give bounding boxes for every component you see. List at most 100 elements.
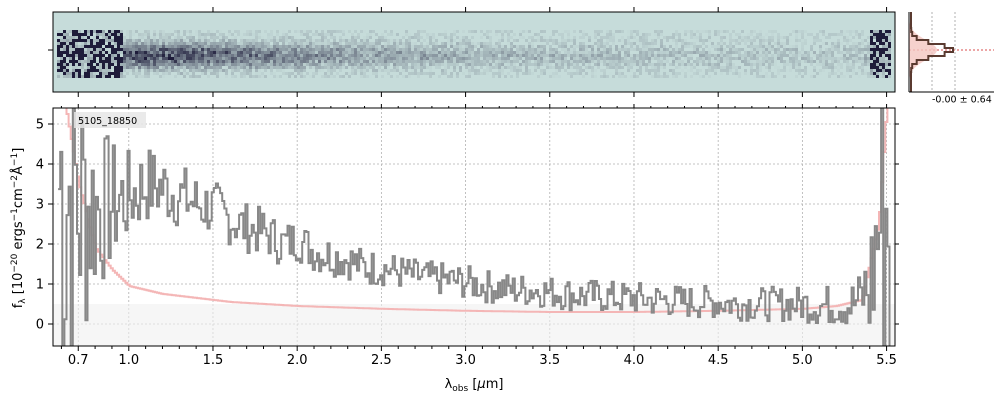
pixel-column xyxy=(60,30,63,33)
pixel-column xyxy=(792,30,795,33)
pixel-column xyxy=(558,57,561,60)
pixel-column xyxy=(621,69,624,72)
pixel-column xyxy=(459,36,462,39)
pixel-column xyxy=(252,51,255,54)
pixel-column xyxy=(567,69,570,72)
pixel-column xyxy=(384,48,387,51)
pixel-column xyxy=(720,72,723,75)
pixel-column xyxy=(714,66,717,69)
pixel-column xyxy=(447,33,450,36)
pixel-column xyxy=(378,69,381,72)
pixel-column xyxy=(261,57,264,60)
pixel-column xyxy=(282,57,285,60)
pixel-column xyxy=(147,69,150,72)
pixel-column xyxy=(744,30,747,33)
pixel-column xyxy=(333,60,336,63)
pixel-column xyxy=(333,72,336,75)
pixel-column xyxy=(672,66,675,69)
pixel-column xyxy=(309,51,312,54)
pixel-column xyxy=(804,63,807,66)
pixel-column xyxy=(192,45,195,48)
pixel-column xyxy=(543,57,546,60)
pixel-column xyxy=(60,60,63,63)
pixel-column xyxy=(144,57,147,60)
pixel-column xyxy=(603,57,606,60)
pixel-column xyxy=(483,57,486,60)
pixel-column xyxy=(750,75,753,78)
pixel-column xyxy=(405,39,408,42)
pixel-column xyxy=(279,36,282,39)
pixel-column xyxy=(66,33,69,36)
pixel-column xyxy=(858,57,861,60)
pixel-column xyxy=(183,30,186,33)
pixel-column xyxy=(162,57,165,60)
pixel-column xyxy=(402,63,405,66)
pixel-column xyxy=(183,48,186,51)
pixel-column xyxy=(654,30,657,33)
pixel-column xyxy=(738,36,741,39)
pixel-column xyxy=(804,48,807,51)
pixel-column xyxy=(537,54,540,57)
pixel-column xyxy=(642,36,645,39)
pixel-column xyxy=(660,39,663,42)
pixel-column xyxy=(381,57,384,60)
pixel-column xyxy=(87,39,90,42)
pixel-column xyxy=(198,63,201,66)
pixel-column xyxy=(486,30,489,33)
pixel-column xyxy=(450,42,453,45)
pixel-column xyxy=(585,39,588,42)
pixel-column xyxy=(273,69,276,72)
pixel-column xyxy=(297,33,300,36)
pixel-column xyxy=(93,63,96,66)
pixel-column xyxy=(213,69,216,72)
pixel-column xyxy=(141,72,144,75)
pixel-column xyxy=(159,45,162,48)
pixel-column xyxy=(699,63,702,66)
pixel-column xyxy=(735,60,738,63)
pixel-column xyxy=(720,63,723,66)
pixel-column xyxy=(162,69,165,72)
pixel-column xyxy=(360,60,363,63)
pixel-column xyxy=(147,39,150,42)
pixel-column xyxy=(423,30,426,33)
pixel-column xyxy=(405,69,408,72)
pixel-column xyxy=(417,69,420,72)
pixel-column xyxy=(519,51,522,54)
pixel-column xyxy=(540,63,543,66)
pixel-column xyxy=(606,66,609,69)
pixel-column xyxy=(747,75,750,78)
pixel-column xyxy=(708,33,711,36)
pixel-column xyxy=(468,72,471,75)
pixel-column xyxy=(849,33,852,36)
pixel-column xyxy=(792,57,795,60)
pixel-column xyxy=(546,72,549,75)
pixel-column xyxy=(630,72,633,75)
pixel-column xyxy=(369,42,372,45)
pixel-column xyxy=(660,42,663,45)
pixel-column xyxy=(105,48,108,51)
pixel-column xyxy=(855,51,858,54)
pixel-column xyxy=(396,48,399,51)
pixel-column xyxy=(324,57,327,60)
pixel-column xyxy=(531,51,534,54)
pixel-column xyxy=(579,57,582,60)
pixel-column xyxy=(792,39,795,42)
pixel-column xyxy=(684,60,687,63)
pixel-column xyxy=(168,30,171,33)
pixel-column xyxy=(282,51,285,54)
pixel-column xyxy=(408,30,411,33)
pixel-column xyxy=(123,45,126,48)
pixel-column xyxy=(162,75,165,78)
pixel-column xyxy=(888,66,891,69)
pixel-column xyxy=(756,48,759,51)
pixel-column xyxy=(267,39,270,42)
hist-fill xyxy=(909,12,937,92)
pixel-column xyxy=(615,75,618,78)
pixel-column xyxy=(729,42,732,45)
pixel-column xyxy=(741,39,744,42)
pixel-column xyxy=(657,42,660,45)
pixel-column xyxy=(453,45,456,48)
pixel-column xyxy=(270,57,273,60)
pixel-column xyxy=(354,69,357,72)
pixel-column xyxy=(150,57,153,60)
